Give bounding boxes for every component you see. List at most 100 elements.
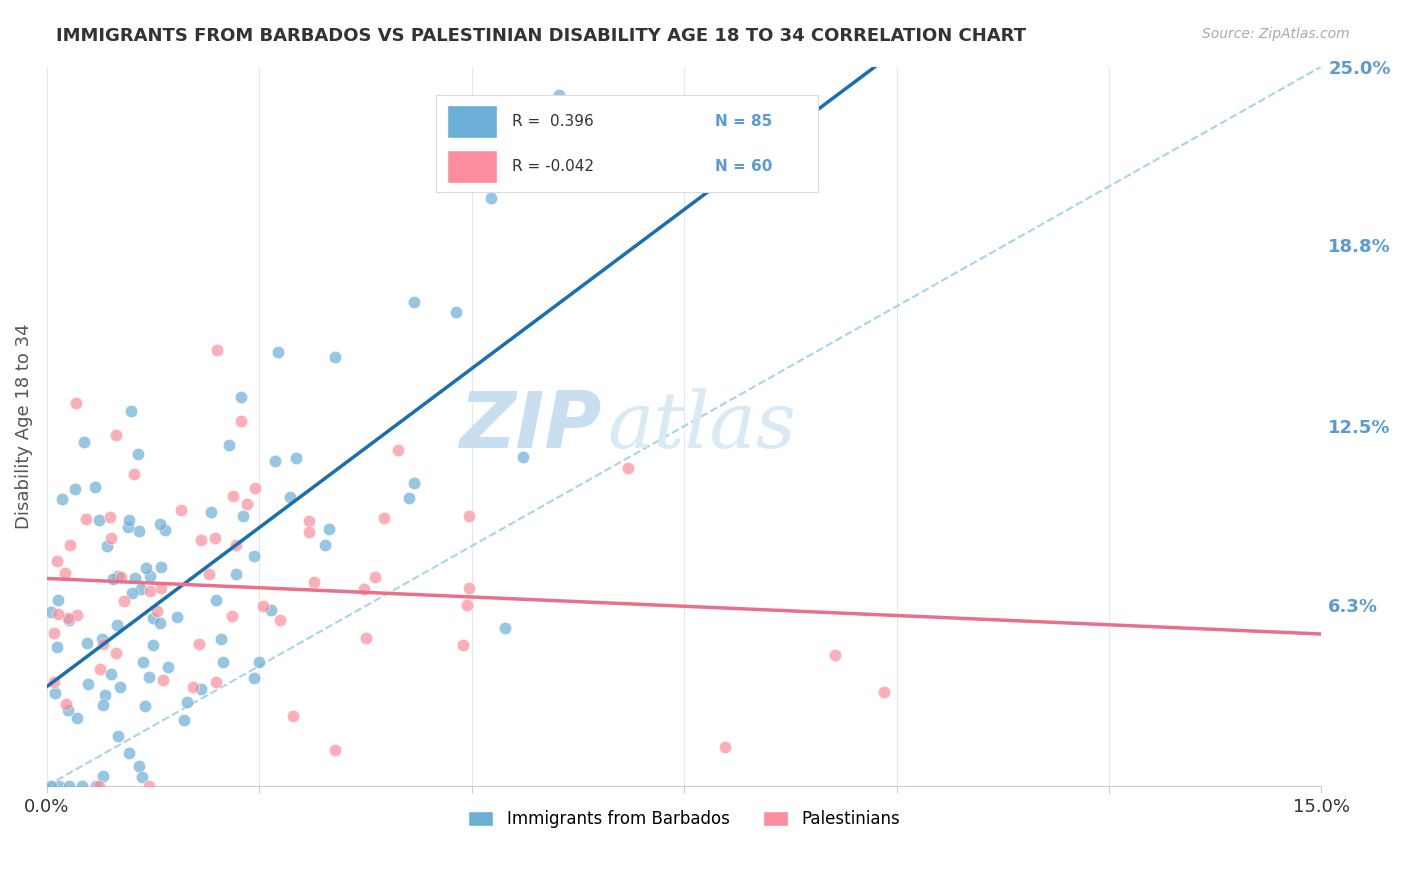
Point <box>72 435 94 450</box>
Point <box>104 427 127 442</box>
Point <box>146 603 169 617</box>
Point <box>205 674 228 689</box>
Point <box>83 480 105 494</box>
Point <box>44 626 66 640</box>
Point <box>100 667 122 681</box>
Point <box>139 569 162 583</box>
Point <box>298 524 321 539</box>
Point <box>89 662 111 676</box>
Point <box>232 508 254 523</box>
Point <box>245 481 267 495</box>
Point <box>55 697 77 711</box>
Point <box>153 523 176 537</box>
Point <box>131 770 153 784</box>
Point <box>53 566 76 581</box>
Point <box>221 489 243 503</box>
Point <box>252 599 274 613</box>
Point <box>107 568 129 582</box>
Point <box>267 345 290 359</box>
Point <box>494 621 516 635</box>
Point <box>283 709 305 723</box>
Point <box>456 598 478 612</box>
Point <box>93 689 115 703</box>
Point <box>142 639 165 653</box>
Point <box>444 305 467 319</box>
Point <box>247 655 270 669</box>
Point <box>512 450 534 464</box>
Point <box>211 656 233 670</box>
Point <box>127 447 149 461</box>
Point <box>398 491 420 506</box>
Point <box>353 582 375 596</box>
Point <box>84 779 107 793</box>
Point <box>122 467 145 481</box>
Point <box>105 646 128 660</box>
Y-axis label: Disability Age 18 to 34: Disability Age 18 to 34 <box>15 324 32 529</box>
Point <box>269 613 291 627</box>
Point <box>173 714 195 728</box>
Point <box>93 769 115 783</box>
Point <box>58 613 80 627</box>
Point <box>225 567 247 582</box>
Point <box>225 538 247 552</box>
Point <box>824 648 846 662</box>
Text: IMMIGRANTS FROM BARBADOS VS PALESTINIAN DISABILITY AGE 18 TO 34 CORRELATION CHAR: IMMIGRANTS FROM BARBADOS VS PALESTINIAN … <box>56 27 1026 45</box>
Point <box>118 746 141 760</box>
Point <box>112 594 135 608</box>
Point <box>373 511 395 525</box>
Point <box>107 729 129 743</box>
Point <box>264 454 287 468</box>
Point <box>46 607 69 621</box>
Point <box>873 685 896 699</box>
Point <box>138 779 160 793</box>
Point <box>138 670 160 684</box>
Point <box>87 513 110 527</box>
Point <box>229 414 252 428</box>
Point <box>387 442 409 457</box>
Point <box>56 611 79 625</box>
Point <box>188 638 211 652</box>
Point <box>91 637 114 651</box>
Point <box>278 490 301 504</box>
Point <box>65 396 87 410</box>
Point <box>364 570 387 584</box>
Point <box>93 698 115 713</box>
Point <box>51 492 73 507</box>
Point <box>157 660 180 674</box>
Point <box>404 476 426 491</box>
Point <box>218 437 240 451</box>
Point <box>457 508 479 523</box>
Point <box>76 635 98 649</box>
Point <box>176 695 198 709</box>
Point <box>200 505 222 519</box>
Point <box>548 88 571 103</box>
Point <box>314 538 336 552</box>
Point <box>46 592 69 607</box>
Point <box>128 524 150 539</box>
Point <box>48 779 70 793</box>
Point <box>617 461 640 475</box>
Text: atlas: atlas <box>607 388 796 465</box>
Point <box>166 610 188 624</box>
Point <box>77 677 100 691</box>
Point <box>152 673 174 687</box>
Point <box>110 680 132 694</box>
Point <box>190 681 212 696</box>
Point <box>42 674 65 689</box>
Point <box>121 585 143 599</box>
Point <box>117 520 139 534</box>
Point <box>714 740 737 755</box>
Point <box>170 502 193 516</box>
Point <box>128 759 150 773</box>
Point <box>304 574 326 589</box>
Point <box>100 531 122 545</box>
Point <box>124 571 146 585</box>
Point <box>139 583 162 598</box>
Point <box>458 581 481 595</box>
Text: Source: ZipAtlas.com: Source: ZipAtlas.com <box>1202 27 1350 41</box>
Point <box>70 779 93 793</box>
Point <box>479 191 502 205</box>
Point <box>118 513 141 527</box>
Point <box>150 581 173 595</box>
Point <box>198 566 221 581</box>
